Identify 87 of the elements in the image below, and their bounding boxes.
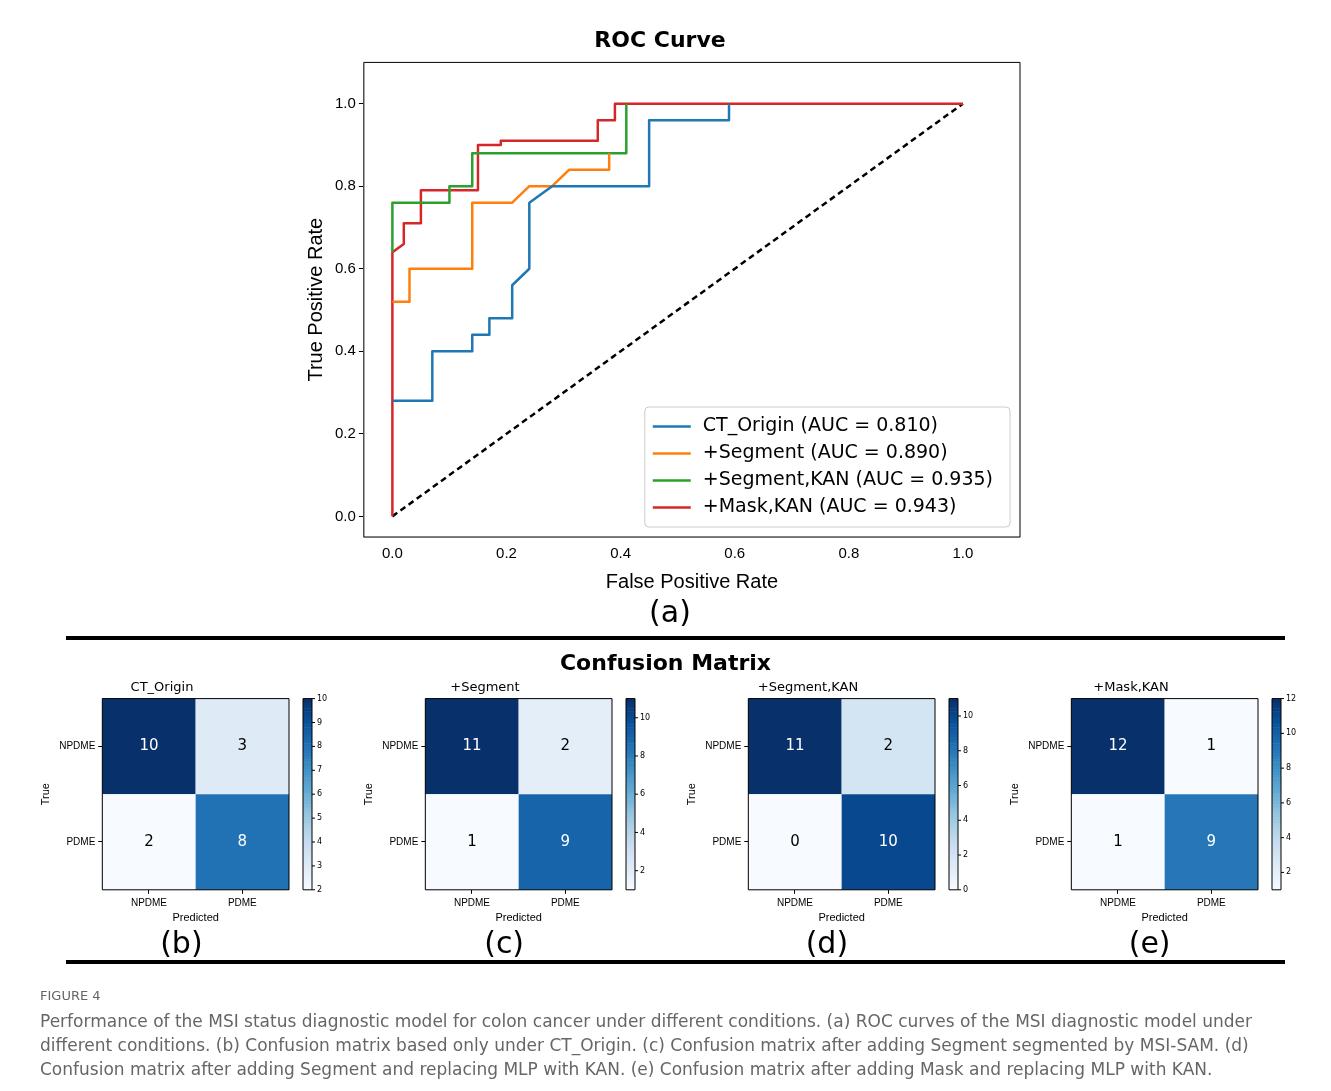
y-tick-label: 0.8 (334, 176, 356, 194)
text: (d) (804, 925, 850, 960)
y-axis-title: True (39, 783, 52, 806)
data-label: 10 (139, 736, 159, 755)
color-bar-label: 4 (1285, 832, 1291, 842)
color-bar-label: 3 (317, 860, 323, 870)
color-bar-label: 10 (317, 693, 328, 703)
color-bar-label: 8 (317, 741, 323, 751)
color-bar-label: 2 (1285, 867, 1291, 877)
data-label: 10 (878, 831, 898, 850)
data-label: 9 (1206, 831, 1216, 850)
x-tick-label: 0.8 (838, 544, 860, 562)
x-tick-label: NPDME (131, 896, 168, 908)
color-bar-label: 2 (962, 850, 968, 860)
y-tick-label: 1.0 (334, 93, 356, 111)
data-label: 1 (1112, 831, 1123, 850)
y-axis-title: True Positive Rate (303, 217, 326, 382)
chart-title: CT_Origin (130, 679, 194, 695)
x-tick-label: 0.4 (610, 544, 632, 562)
color-bar-label: 2 (640, 865, 646, 875)
chart-title: +Segment,KAN (757, 679, 859, 695)
data-label: 2 (560, 736, 571, 755)
y-tick-label: 0.6 (334, 258, 356, 276)
color-bar-label: 6 (1285, 797, 1291, 807)
legend-label: +Segment (AUC = 0.890) (702, 440, 948, 463)
data-label: 8 (237, 831, 248, 850)
color-bar-label: 8 (962, 745, 968, 755)
text: (a) (648, 594, 692, 629)
x-axis-title: Predicted (172, 911, 220, 924)
data-label: 0 (790, 831, 800, 850)
y-axis-title: True (361, 783, 374, 806)
y-tick-label: 0.4 (334, 341, 356, 359)
color-bar-label: 7 (317, 765, 323, 775)
text: Performance of the MSI status diagnostic model for colon cancer under different conditions. (a) ROC curves of the MSI diagnostic model under different conditions. (b) Confusion matrix based only under CT_Origin. (c) Confusion matrix after adding Segment segmented by MSI-SAM. (d) Confusion matrix after adding Segment and replacing MLP with KAN. (e) Confusion matrix after adding Mask and replacing MLP with KAN. (40, 1010, 1254, 1081)
y-axis-title: True (1007, 783, 1020, 806)
x-axis-title: False Positive Rate (605, 569, 779, 592)
data-label: 9 (560, 831, 571, 850)
data-label: 1 (1206, 736, 1216, 755)
color-bar-label: 6 (962, 780, 968, 790)
color-bar-label: 9 (317, 717, 323, 727)
chart-title: +Mask,KAN (1092, 679, 1169, 695)
text: (e) (1127, 925, 1172, 960)
data-label: 3 (237, 736, 248, 755)
chart-title: ROC Curve (594, 26, 726, 52)
color-bar-label: 5 (317, 813, 323, 823)
x-tick-label: NPDME (454, 896, 491, 908)
text: (b) (159, 925, 204, 960)
data-label: 1 (467, 831, 477, 850)
color-bar-label: 8 (640, 751, 646, 761)
color-bar-label: 6 (317, 789, 323, 799)
legend-label: CT_Origin (AUC = 0.810) (702, 413, 939, 437)
x-axis-title: Predicted (1141, 911, 1188, 924)
x-tick-label: NPDME (1099, 896, 1136, 908)
x-tick-label: PDME (873, 896, 903, 908)
x-axis-title: Predicted (495, 911, 543, 924)
color-bar-label: 10 (962, 711, 974, 721)
text: Confusion Matrix (558, 650, 773, 677)
data-label: 12 (1108, 736, 1128, 755)
legend-label: +Segment,KAN (AUC = 0.935) (702, 467, 994, 490)
data-label: 11 (785, 736, 805, 755)
x-tick-label: PDME (551, 896, 581, 908)
text: (c) (483, 925, 526, 960)
x-tick-label: NPDME (776, 896, 814, 908)
x-tick-label: PDME (1196, 896, 1226, 908)
y-axis-title: True (684, 783, 697, 806)
color-bar-label: 10 (1285, 728, 1296, 738)
y-tick-label: 0.2 (334, 423, 356, 441)
caption: FIGURE 4 (40, 988, 102, 1003)
color-bar-label: 4 (317, 837, 323, 847)
data-label: 2 (144, 831, 155, 850)
color-bar-label: 4 (962, 815, 968, 825)
data-label: 2 (883, 736, 893, 755)
color-bar-label: 8 (1285, 763, 1291, 773)
x-axis-title: Predicted (818, 911, 865, 924)
x-tick-label: 1.0 (952, 544, 974, 562)
y-tick-label: 0.0 (334, 506, 356, 524)
x-tick-label: 0.2 (496, 544, 517, 562)
chart-title: +Segment (450, 679, 520, 695)
color-bar-label: 12 (1285, 693, 1296, 703)
data-label: 11 (462, 736, 482, 755)
x-tick-label: PDME (228, 896, 258, 908)
color-bar-label: 10 (640, 712, 651, 722)
color-bar-label: 0 (962, 884, 968, 894)
color-bar-label: 2 (317, 884, 323, 894)
color-bar-label: 6 (640, 789, 646, 799)
color-bar-label: 4 (640, 827, 646, 837)
legend-label: +Mask,KAN (AUC = 0.943) (702, 494, 957, 517)
